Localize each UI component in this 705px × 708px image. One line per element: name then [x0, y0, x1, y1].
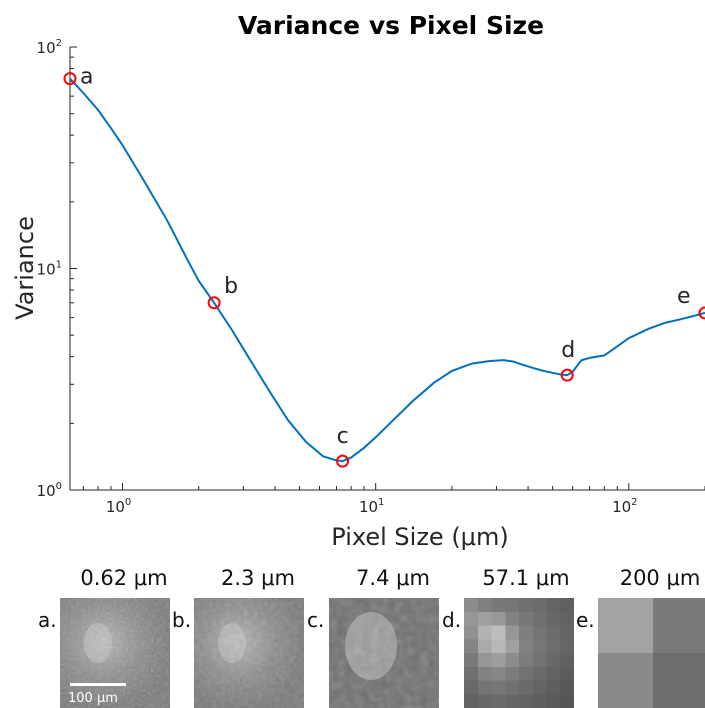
point-marker-a	[63, 72, 77, 86]
panel-pixel-size: 7.4 μm	[356, 566, 430, 590]
panel-pixel-size: 57.1 μm	[482, 566, 570, 590]
point-label-b: b	[224, 274, 238, 299]
panel-pixel-size: 2.3 μm	[221, 566, 295, 590]
plot-area	[70, 47, 705, 490]
scale-bar	[70, 683, 126, 686]
panel-letter: e.	[576, 608, 595, 632]
point-marker-e	[698, 306, 705, 320]
point-marker-b	[207, 296, 221, 310]
x-axis-label: Pixel Size (μm)	[331, 523, 508, 551]
panel-letter: d.	[442, 608, 462, 632]
point-label-c: c	[337, 424, 349, 449]
panel-b: 2.3 μm b.	[172, 560, 326, 708]
sample-image-panels: 0.62 μm a. 100 μm 2.3 μm b.	[0, 560, 705, 708]
panel-pixel-size: 200 μm	[619, 566, 701, 590]
panel-pixel-size: 0.62 μm	[80, 566, 168, 590]
point-marker-d	[560, 368, 574, 382]
point-marker-c	[336, 454, 350, 468]
variance-chart: Variance vs Pixel Size 100 101 102 100 101 10…	[11, 11, 705, 551]
y-tick-label: 100	[37, 481, 62, 500]
y-tick-label: 101	[37, 260, 62, 279]
x-tick-label: 100	[106, 497, 131, 516]
y-tick-label: 102	[37, 38, 62, 57]
panel-d: 57.1 μm d.	[442, 560, 594, 708]
panel-letter: a.	[38, 608, 57, 632]
panel-image	[598, 598, 705, 708]
x-tick-label: 101	[359, 497, 384, 516]
y-axis-label: Variance	[11, 216, 39, 320]
panel-letter: b.	[172, 608, 192, 632]
panel-image	[194, 598, 304, 708]
panel-image: 100 μm	[60, 598, 170, 708]
panel-image	[464, 598, 574, 708]
panel-image	[329, 598, 439, 708]
point-label-e: e	[677, 284, 691, 309]
chart-title: Variance vs Pixel Size	[238, 11, 544, 40]
point-label-a: a	[80, 65, 93, 90]
panel-letter: c.	[307, 608, 325, 632]
variance-series-line	[69, 77, 705, 463]
panel-e: 200 μm e.	[576, 560, 705, 708]
panel-a: 0.62 μm a. 100 μm	[38, 560, 192, 708]
panel-c: 7.4 μm c.	[307, 560, 461, 708]
point-label-d: d	[561, 338, 575, 363]
scale-bar-label: 100 μm	[68, 691, 118, 706]
x-tick-label: 102	[612, 497, 637, 516]
